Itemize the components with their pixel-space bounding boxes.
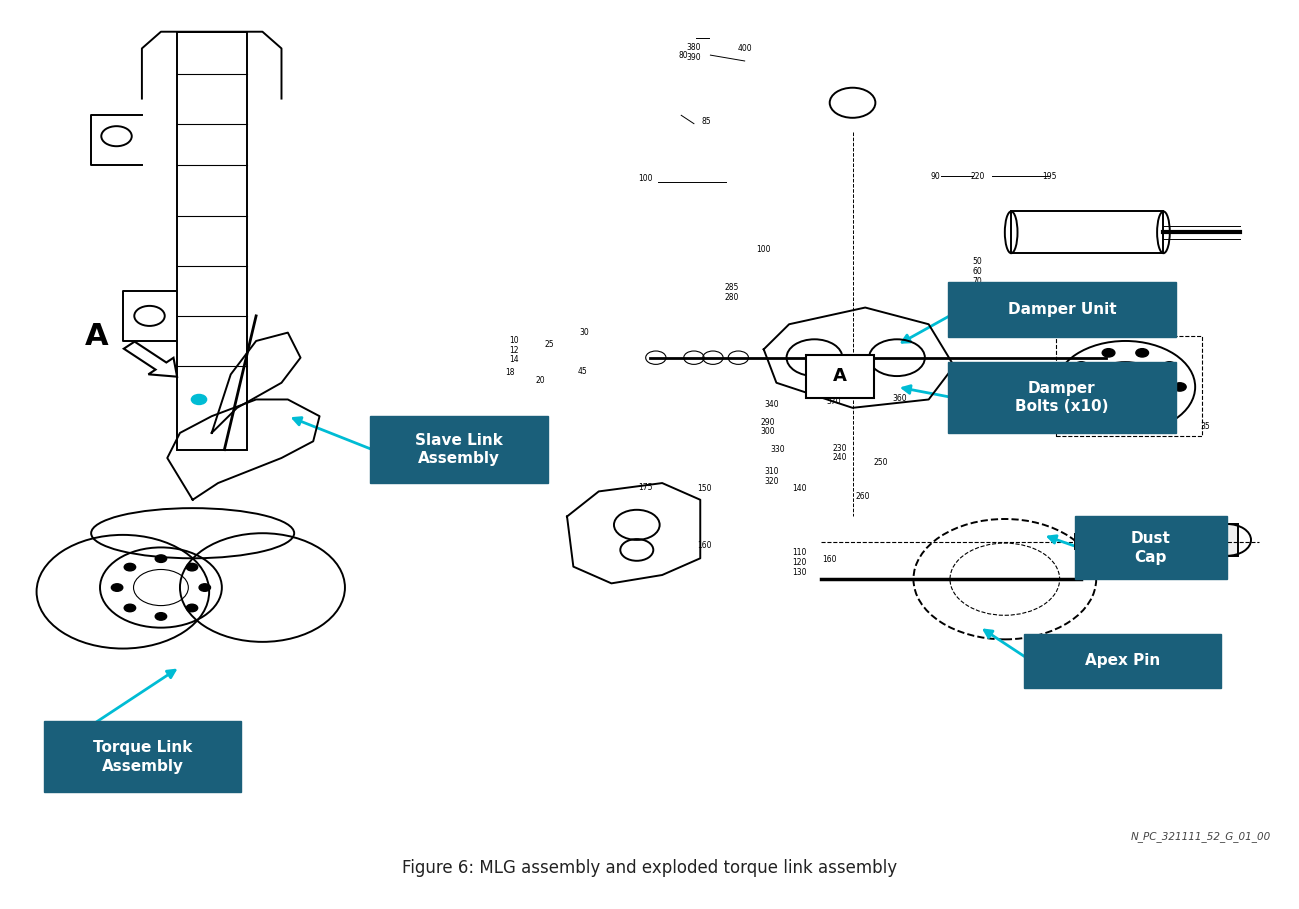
FancyBboxPatch shape [1024,634,1221,688]
Text: 18: 18 [505,368,514,377]
Text: 20: 20 [535,375,546,385]
Text: Dust
Cap: Dust Cap [1131,531,1170,564]
Text: N_PC_321111_52_G_01_00: N_PC_321111_52_G_01_00 [1131,832,1272,843]
Text: 25: 25 [544,340,555,349]
Text: 360: 360 [892,395,907,404]
Text: 100: 100 [638,175,653,184]
FancyArrow shape [123,342,177,376]
Circle shape [1103,349,1115,357]
Circle shape [1135,417,1148,425]
Text: 215
217: 215 217 [1035,298,1050,317]
Text: 110
120
130: 110 120 130 [792,548,807,576]
Text: 160: 160 [822,555,837,564]
Text: 45: 45 [577,367,587,376]
Text: 32: 32 [1165,422,1174,431]
Circle shape [199,584,210,591]
Text: 100: 100 [756,245,772,254]
Text: 50
60
70: 50 60 70 [972,257,982,285]
Bar [1074,534,1094,549]
Circle shape [1163,404,1176,412]
Text: 330: 330 [770,445,785,454]
FancyBboxPatch shape [805,355,874,398]
Text: 340: 340 [764,400,778,409]
Text: Damper
Bolts (x10): Damper Bolts (x10) [1016,381,1108,415]
Text: 400: 400 [738,44,752,53]
Text: 150: 150 [696,484,712,493]
Circle shape [155,554,166,563]
Circle shape [112,584,123,591]
Bar [1056,336,1202,436]
FancyBboxPatch shape [948,362,1176,433]
Text: 350: 350 [976,391,991,400]
FancyBboxPatch shape [44,721,240,793]
Text: 220: 220 [970,172,986,181]
Circle shape [1173,383,1186,391]
FancyBboxPatch shape [948,283,1176,337]
Circle shape [125,564,135,571]
Text: 370: 370 [826,397,840,406]
Text: 160: 160 [696,541,712,550]
Bar [177,32,247,450]
Text: 285
280: 285 280 [725,283,739,302]
Circle shape [191,395,207,405]
Text: 175: 175 [638,483,653,492]
Text: Slave Link
Assembly: Slave Link Assembly [416,433,503,466]
FancyBboxPatch shape [370,416,548,483]
Circle shape [186,604,197,612]
Text: 90: 90 [930,172,940,181]
Text: 310
320: 310 320 [764,467,778,485]
Circle shape [155,613,166,620]
Circle shape [1135,349,1148,357]
Circle shape [1163,362,1176,370]
Text: 140: 140 [792,484,807,493]
Circle shape [1065,383,1077,391]
Text: 80: 80 [679,52,688,61]
Text: 195: 195 [1042,172,1056,181]
Text: 290
300: 290 300 [760,418,774,436]
Text: Apex Pin: Apex Pin [1085,654,1160,668]
Text: 30: 30 [579,328,590,337]
Bar [1011,212,1164,254]
Text: 230
240: 230 240 [833,444,847,463]
Text: 250: 250 [873,458,887,467]
Text: Damper Unit: Damper Unit [1008,302,1116,317]
Text: 85: 85 [701,116,712,125]
Text: 380
390: 380 390 [687,44,701,62]
Text: Figure 6: MLG assembly and exploded torque link assembly: Figure 6: MLG assembly and exploded torq… [401,859,898,877]
FancyBboxPatch shape [1074,516,1226,579]
Text: 35: 35 [1200,422,1211,431]
Text: A: A [84,323,108,351]
Bar [1216,524,1238,555]
Text: 205
210: 205 210 [1079,298,1095,317]
Circle shape [1076,404,1087,412]
Text: A: A [833,367,847,385]
Circle shape [1076,362,1087,370]
Circle shape [186,564,197,571]
Text: 10
12
14: 10 12 14 [509,336,518,365]
Circle shape [125,604,135,612]
Text: 2823GM
2824GM: 2823GM 2824GM [981,376,1013,395]
Text: 40: 40 [1102,418,1111,427]
Circle shape [1103,417,1115,425]
Text: 260: 260 [856,492,870,501]
Text: Torque Link
Assembly: Torque Link Assembly [92,740,192,774]
